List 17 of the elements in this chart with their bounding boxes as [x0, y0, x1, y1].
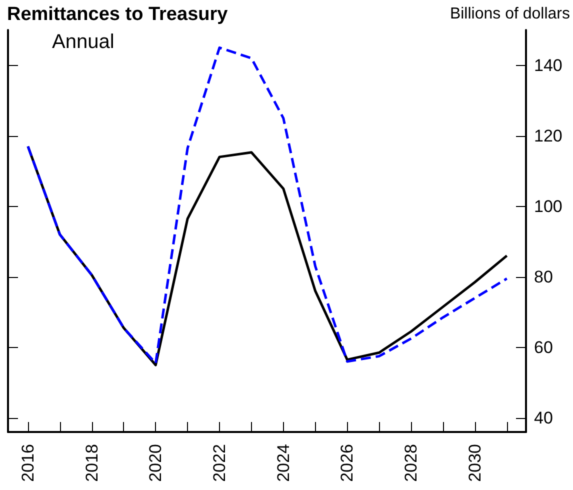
y-tick-label: 80: [534, 267, 553, 286]
x-tick-label: 2016: [18, 444, 38, 482]
x-tick-label: 2026: [338, 444, 357, 482]
y-axis-title: Billions of dollars: [450, 6, 570, 22]
x-tick-label: 2030: [465, 444, 484, 482]
y-tick-label: 60: [534, 338, 553, 357]
chart-title: Remittances to Treasury: [7, 4, 228, 25]
y-tick-label: 100: [534, 196, 562, 216]
x-tick-label: 2024: [274, 444, 293, 482]
x-tick-label: 2022: [210, 444, 230, 482]
y-tick-label: 140: [534, 56, 562, 75]
annotation: Annual: [52, 31, 114, 53]
y-tick-label: 40: [534, 408, 553, 428]
y-tick-label: 120: [534, 126, 562, 146]
x-tick-label: 2020: [146, 444, 166, 482]
x-tick-label: 2018: [82, 444, 102, 482]
x-tick-label: 2028: [402, 444, 421, 482]
